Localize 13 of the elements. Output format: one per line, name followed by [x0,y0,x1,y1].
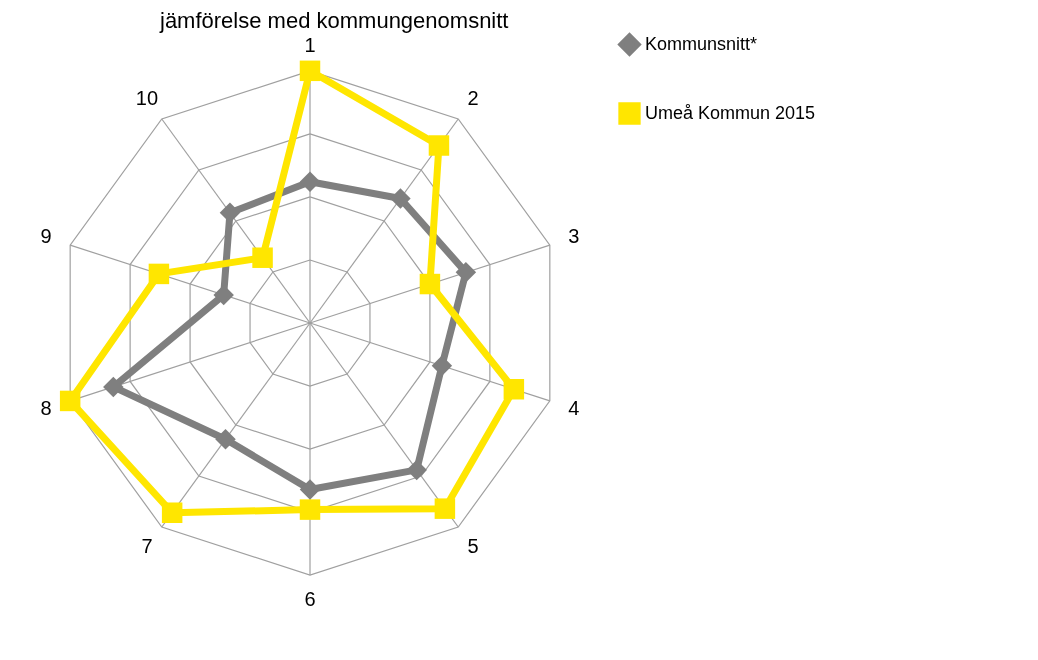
chart-title: jämförelse med kommungenomsnitt [159,8,509,33]
legend-label: Kommunsnitt* [645,33,758,54]
spoke-label: 3 [568,225,580,248]
spoke-label: 5 [467,535,479,558]
spoke-label: 4 [568,396,580,419]
spoke-label: 10 [135,86,159,109]
spoke-label: 9 [40,225,52,248]
spoke-label: 6 [304,588,316,611]
spoke-label: 1 [304,33,316,56]
spoke-label: 7 [141,535,153,558]
spoke-label: 2 [467,86,479,109]
legend-label: Umeå Kommun 2015 [645,102,816,123]
spoke-label: 8 [40,396,52,419]
